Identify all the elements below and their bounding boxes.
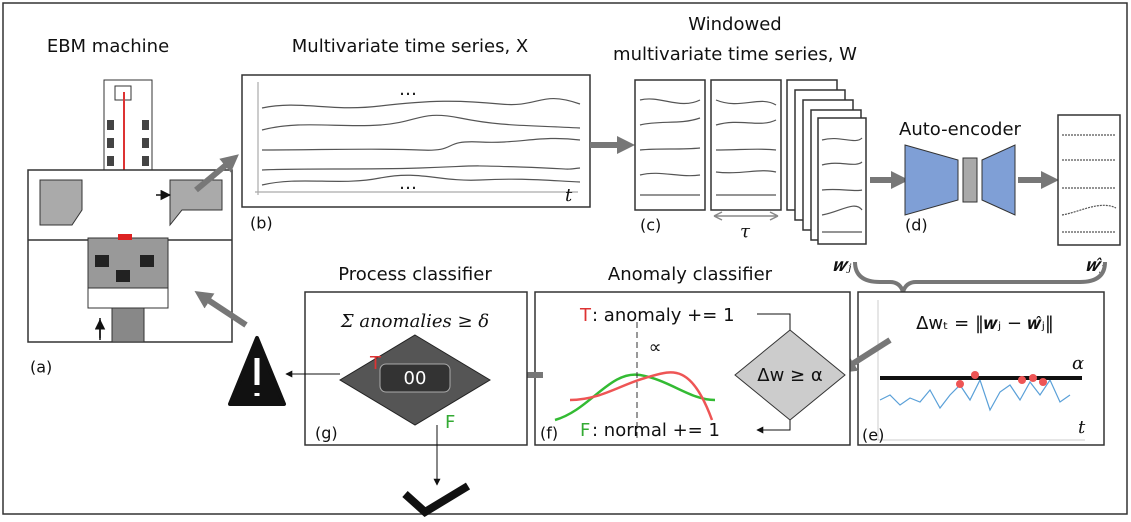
false-text: : normal += 1 <box>592 420 720 441</box>
time-label: t <box>565 185 573 206</box>
counter: 00 <box>404 368 427 389</box>
symbol: ∝ <box>649 337 662 358</box>
windowed-title: Windowed <box>688 14 781 35</box>
w-j: 𝒘ⱼ <box>833 255 852 276</box>
label-f: (f) <box>540 424 558 443</box>
ebm-machine <box>28 80 232 342</box>
process-title: Process classifier <box>338 264 492 285</box>
true-text: : anomaly += 1 <box>592 305 735 326</box>
label-e: (e) <box>862 426 884 445</box>
label-c: (c) <box>640 216 661 235</box>
false-key: F <box>580 420 590 441</box>
true-key: T <box>579 305 592 326</box>
error-formula: Δwₜ = ‖𝒘ⱼ − 𝒘̂ⱼ‖ <box>916 313 1054 334</box>
check-icon <box>405 486 468 512</box>
autoencoder-title: Auto-encoder <box>899 119 1022 140</box>
process-condition: Σ anomalies ≥ δ <box>340 311 489 332</box>
series-title: Multivariate time series, X <box>292 36 528 57</box>
windowed-title: multivariate time series, W <box>613 44 857 65</box>
label-d: (d) <box>905 216 928 235</box>
ellipsis: … <box>399 173 417 194</box>
time-label: t <box>1078 417 1086 438</box>
diagram: EBM machine (a) Multivariate time series… <box>0 0 1131 518</box>
tau: τ <box>740 221 751 242</box>
false-key: F <box>445 412 455 433</box>
ellipsis: … <box>399 79 417 100</box>
label-b: (b) <box>250 214 273 233</box>
label-g: (g) <box>315 424 338 443</box>
alpha: α <box>1072 353 1084 374</box>
windows <box>635 80 866 244</box>
ebm-title: EBM machine <box>47 36 169 57</box>
anomaly-condition: Δw ≥ α <box>757 365 822 386</box>
anomaly-title: Anomaly classifier <box>608 264 773 285</box>
label-a: (a) <box>30 358 52 377</box>
true-key: T <box>369 353 382 374</box>
autoencoder <box>905 145 1015 215</box>
brace <box>855 262 1105 292</box>
